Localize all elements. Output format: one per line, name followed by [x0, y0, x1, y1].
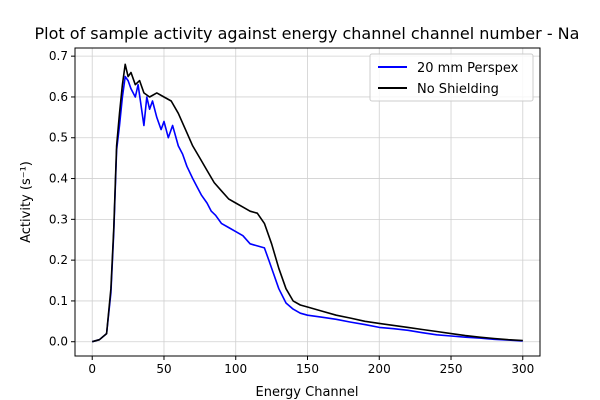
y-axis-label: Activity (s⁻¹) [19, 161, 34, 243]
series-lines [91, 63, 523, 343]
legend-frame [369, 53, 534, 102]
chart-title: Plot of sample activity against energy c… [35, 24, 580, 43]
y-tick-label: 0.0 [49, 335, 68, 349]
x-axis-label: Energy Channel [255, 385, 358, 400]
x-tick-label: 0 [88, 362, 96, 376]
y-tick-label: 0.2 [49, 253, 68, 267]
x-tick-label: 150 [296, 362, 319, 376]
x-tick-label: 100 [224, 362, 247, 376]
series-line-perspex [91, 75, 523, 343]
legend-label-no-shielding: No Shielding [417, 82, 499, 97]
legend-label-perspex: 20 mm Perspex [417, 61, 519, 76]
x-tick-label: 300 [511, 362, 534, 376]
axis-ticks: 0 50 100 150 200 250 300 0.0 0.1 0.2 0.3 0.4 0.5 0.6 0… [49, 49, 534, 376]
series-line-no-shielding [91, 63, 523, 343]
y-tick-label: 0.5 [49, 131, 68, 145]
x-tick-label: 200 [368, 362, 391, 376]
x-tick-label: 50 [156, 362, 171, 376]
y-tick-label: 0.3 [49, 212, 68, 226]
y-tick-label: 0.6 [49, 90, 68, 104]
y-tick-label: 0.7 [49, 49, 68, 63]
x-tick-label: 250 [440, 362, 463, 376]
legend: 20 mm Perspex No Shielding [369, 53, 534, 102]
y-tick-label: 0.4 [49, 172, 68, 186]
y-tick-label: 0.1 [49, 294, 68, 308]
